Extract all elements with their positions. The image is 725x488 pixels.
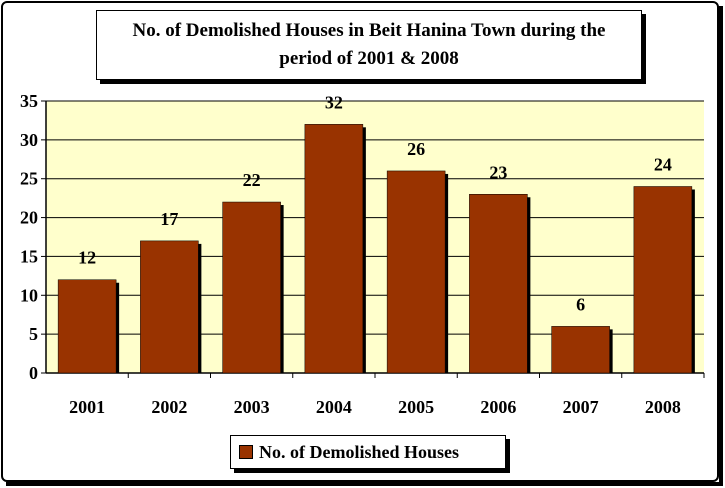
x-tick-label: 2002	[151, 397, 187, 417]
bar-2001	[57, 279, 117, 374]
y-tick-label: 35	[20, 91, 38, 111]
bar-2004	[304, 124, 364, 374]
data-label: 32	[325, 92, 343, 112]
y-tick-label: 5	[29, 324, 38, 344]
x-tick-label: 2006	[480, 397, 516, 417]
x-tick-label: 2005	[398, 397, 434, 417]
frame-shadow-right	[719, 6, 723, 486]
frame-shadow-bottom	[6, 482, 723, 486]
data-label: 22	[243, 170, 261, 190]
bar-2008	[633, 186, 693, 374]
y-tick-label: 10	[20, 285, 38, 305]
chart-title: No. of Demolished Houses in Beit Hanina …	[132, 20, 606, 69]
legend-swatch	[239, 445, 253, 459]
y-tick-label: 20	[20, 208, 38, 228]
data-label: 26	[407, 139, 425, 159]
y-tick-label: 25	[20, 169, 38, 189]
legend: No. of Demolished Houses	[230, 435, 506, 469]
data-label: 24	[654, 154, 672, 174]
bar-2005	[386, 170, 446, 374]
x-tick-label: 2007	[563, 397, 599, 417]
x-tick-label: 2008	[645, 397, 681, 417]
data-label: 12	[78, 248, 96, 268]
chart-title-box: No. of Demolished Houses in Beit Hanina …	[96, 10, 642, 80]
y-tick-label: 30	[20, 130, 38, 150]
data-label: 23	[489, 162, 507, 182]
y-tick-label: 15	[20, 246, 38, 266]
plot-area: 0 5 10 15 20 25 30 35 2001 12 2002 17 2003 22 2004 32 20…	[20, 91, 705, 417]
data-label: 6	[576, 294, 585, 314]
x-tick-label: 2003	[234, 397, 270, 417]
y-tick-label: 0	[29, 363, 38, 383]
bar-2006	[469, 194, 528, 374]
x-tick-label: 2001	[69, 397, 105, 417]
legend-label: No. of Demolished Houses	[259, 441, 460, 462]
bar-2003	[222, 201, 281, 374]
data-label: 17	[160, 209, 178, 229]
bar-2002	[140, 240, 199, 374]
bar-2007	[551, 326, 610, 374]
x-tick-label: 2004	[316, 397, 352, 417]
